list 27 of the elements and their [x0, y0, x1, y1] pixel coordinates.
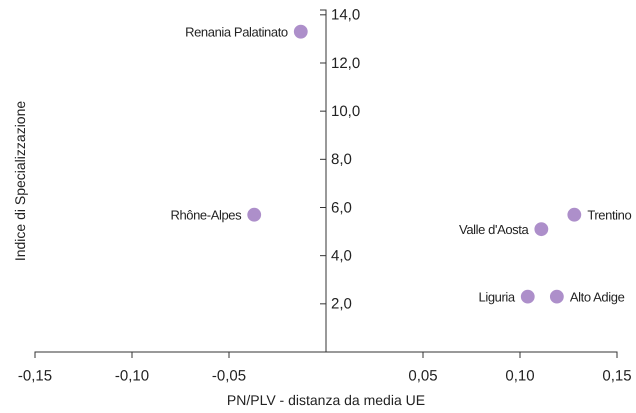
annotation: Valle d'Aosta	[459, 222, 530, 238]
annotation: Renania Palatinato	[185, 24, 288, 40]
annotation: Alto Adige	[570, 290, 625, 305]
y-tick-label: 2,0	[331, 296, 352, 313]
point	[550, 290, 564, 304]
annotation: Rhône-Alpes	[170, 208, 242, 223]
y-tick-label: 4,0	[331, 247, 352, 264]
x-tick-label: -0,05	[212, 368, 246, 385]
point	[520, 290, 535, 304]
x-axis-title: PN/PLV - distanza da media UE	[226, 392, 426, 408]
y-axis-title: Indice di Specializzazione	[12, 100, 28, 262]
y-tick-label: 10,0	[331, 102, 360, 120]
x-tick-label: 0,15	[602, 368, 632, 385]
y-tick-label: 14,0	[331, 6, 360, 24]
y-tick-label: 6,0	[331, 199, 352, 216]
x-tick-label: 0,05	[408, 368, 438, 385]
point	[534, 222, 548, 236]
annotation: Trentino	[587, 208, 632, 223]
point	[247, 208, 262, 222]
x-tick-label: 0,10	[505, 368, 535, 385]
x-tick-label: -0,15	[18, 368, 52, 385]
annotation: Liguria	[478, 290, 516, 305]
point	[294, 24, 308, 39]
y-tick-label: 12,0	[331, 54, 360, 72]
x-tick-label: -0,10	[114, 368, 150, 385]
y-tick-label: 8,0	[331, 151, 352, 168]
point	[567, 208, 582, 222]
